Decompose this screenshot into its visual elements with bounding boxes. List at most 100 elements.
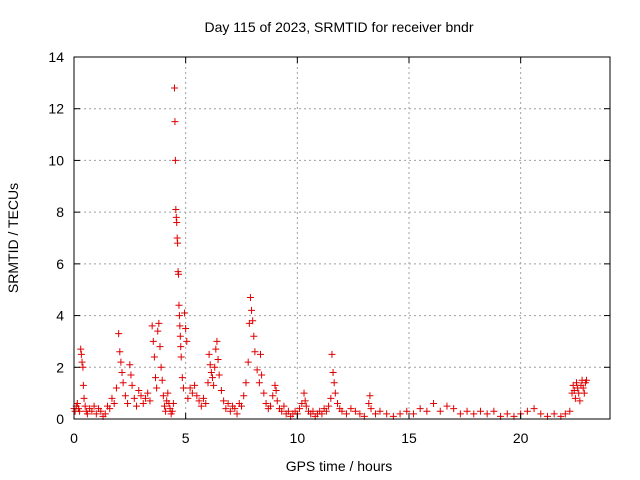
data-point: [300, 389, 308, 397]
data-point: [106, 405, 114, 413]
y-tick-label: 4: [56, 308, 64, 324]
data-point: [159, 392, 167, 400]
data-point: [119, 379, 127, 387]
data-point: [224, 399, 232, 407]
data-point: [195, 397, 203, 405]
data-point: [212, 345, 220, 353]
data-point: [80, 394, 88, 402]
data-point: [135, 387, 143, 395]
data-point: [329, 368, 337, 376]
data-point: [133, 402, 141, 410]
data-point: [470, 410, 478, 418]
data-point: [296, 405, 304, 413]
data-point: [301, 397, 309, 405]
data-point: [347, 405, 355, 413]
x-tick-label: 15: [401, 430, 417, 446]
data-point: [580, 389, 588, 397]
data-point: [372, 410, 379, 418]
data-point: [366, 392, 374, 400]
data-point: [342, 410, 350, 418]
data-point: [260, 389, 268, 397]
data-point: [126, 361, 134, 369]
x-tick-label: 10: [290, 430, 306, 446]
data-points: [70, 84, 591, 420]
y-tick-label: 12: [48, 101, 64, 117]
y-tick-label: 8: [56, 204, 64, 220]
data-point: [83, 410, 91, 418]
data-point: [139, 399, 147, 407]
data-point: [205, 350, 213, 358]
data-point: [376, 407, 384, 415]
data-point: [162, 407, 170, 415]
data-point: [77, 350, 85, 358]
data-point: [177, 353, 185, 361]
y-tick-label: 2: [56, 359, 64, 375]
data-point: [331, 389, 339, 397]
data-point: [267, 402, 275, 410]
grid: [74, 57, 610, 419]
data-point: [215, 371, 223, 379]
data-point: [78, 358, 86, 366]
data-point: [177, 343, 185, 351]
data-point: [251, 348, 259, 356]
data-point: [202, 399, 210, 407]
data-point: [233, 410, 241, 418]
data-point: [210, 381, 218, 389]
data-point: [168, 407, 176, 415]
data-point: [149, 337, 157, 345]
data-point: [206, 361, 214, 369]
y-axis-label: SRMTID / TECUs: [5, 183, 21, 293]
data-point: [171, 156, 179, 164]
data-point: [490, 407, 498, 415]
plot-frame: [73, 56, 611, 420]
data-point: [146, 397, 154, 405]
data-point: [76, 407, 84, 415]
data-point: [118, 368, 126, 376]
data-point: [222, 405, 230, 413]
axis-ticks: 0 5 10 15 20 0 2 4 6 8 10 12 14: [48, 49, 610, 446]
data-point: [322, 407, 330, 415]
data-point: [334, 399, 342, 407]
data-point: [79, 363, 87, 371]
data-point: [200, 394, 208, 402]
data-point: [246, 293, 254, 301]
data-point: [207, 368, 215, 376]
data-point: [416, 405, 424, 413]
data-point: [108, 394, 116, 402]
data-point: [302, 402, 310, 410]
data-point: [318, 410, 326, 418]
x-tick-label: 0: [70, 430, 78, 446]
data-point: [367, 405, 375, 413]
data-point: [130, 394, 138, 402]
data-point: [273, 397, 281, 405]
data-point: [172, 206, 180, 214]
data-point: [191, 381, 199, 389]
chart-title: Day 115 of 2023, SRMTID for receiver bnd…: [205, 19, 474, 35]
data-point: [403, 407, 411, 415]
data-point: [81, 402, 89, 410]
data-point: [208, 374, 216, 382]
data-point: [356, 410, 364, 418]
data-point: [144, 389, 152, 397]
data-point: [258, 371, 266, 379]
data-point: [175, 270, 183, 278]
data-point: [579, 384, 587, 392]
data-point: [171, 118, 179, 126]
data-point: [90, 402, 98, 410]
data-point: [193, 392, 201, 400]
data-point: [175, 301, 183, 309]
data-point: [256, 350, 264, 358]
data-point: [141, 394, 149, 402]
data-point: [436, 407, 444, 415]
data-point: [101, 410, 109, 418]
data-point: [325, 402, 333, 410]
data-point: [327, 394, 335, 402]
y-tick-label: 6: [56, 256, 64, 272]
data-point: [503, 410, 511, 418]
data-point: [250, 332, 258, 340]
data-point: [244, 358, 252, 366]
data-point: [262, 399, 270, 407]
data-point: [137, 392, 145, 400]
data-point: [365, 399, 373, 407]
